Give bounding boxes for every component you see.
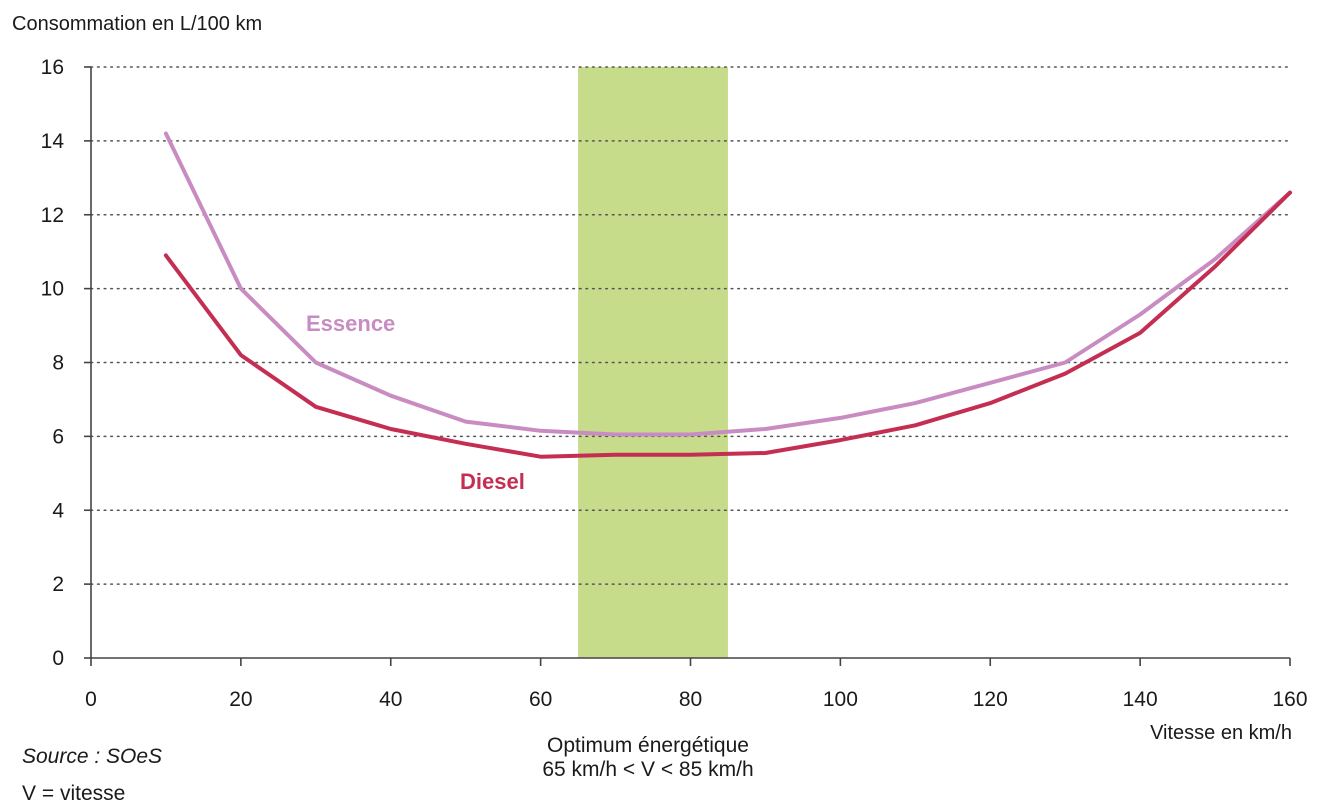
y-tick-label: 4 [52,499,64,522]
series-label-diesel: Diesel [460,469,525,494]
x-tick-label: 40 [379,688,402,711]
x-tick-label: 120 [973,688,1008,711]
y-tick-label: 12 [41,204,64,227]
x-tick-label: 160 [1272,688,1307,711]
x-tick-label: 140 [1123,688,1158,711]
y-tick-label: 10 [41,278,64,301]
optimum-label-line1: Optimum énergétique [547,734,749,757]
y-tick-label: 6 [52,425,64,448]
optimum-label-line2: 65 km/h < V < 85 km/h [542,758,753,781]
x-tick-label: 20 [229,688,252,711]
y-tick-label: 8 [52,352,64,375]
y-axis-title: Consommation en L/100 km [12,13,262,35]
axes-layer [84,66,1291,666]
x-axis-title: Vitesse en km/h [1150,722,1292,744]
x-tick-label: 80 [679,688,702,711]
y-tick-label: 14 [41,130,65,153]
x-tick-label: 100 [823,688,858,711]
y-tick-label: 2 [52,573,64,596]
grid-layer [90,66,1291,585]
y-tick-label: 0 [52,647,64,670]
footnote: V = vitesse [22,782,125,805]
source-note: Source : SOeS [22,745,162,768]
x-tick-label: 0 [85,688,97,711]
y-tick-label: 16 [41,56,64,79]
series-label-essence: Essence [306,311,395,336]
series-layer [163,131,1292,459]
series-line-diesel [163,190,1292,459]
x-tick-label: 60 [529,688,552,711]
series-line-essence [163,131,1292,437]
